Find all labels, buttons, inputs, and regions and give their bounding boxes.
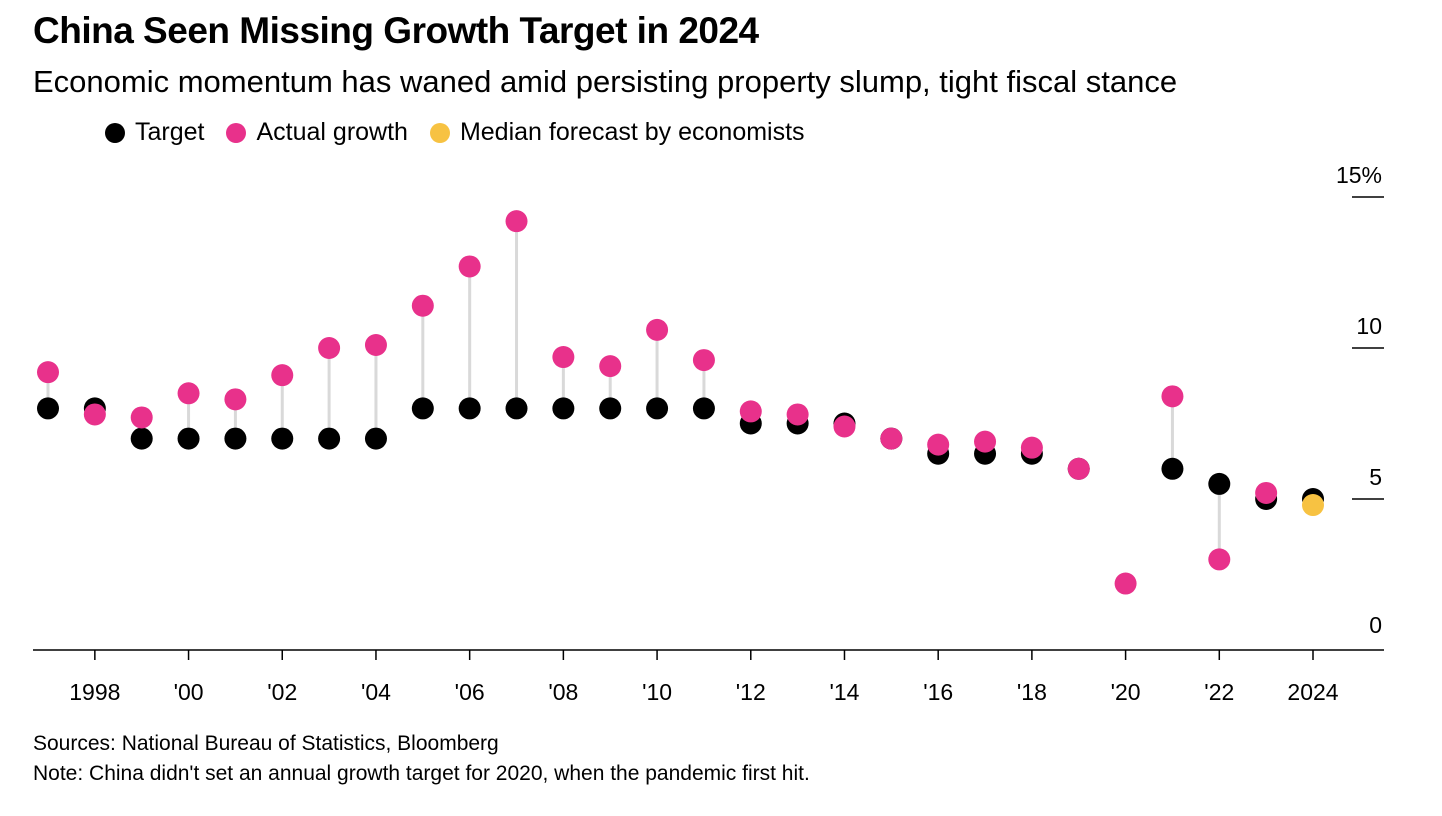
legend-item-target: Target (105, 118, 204, 147)
actual-growth-point (880, 427, 903, 450)
legend-swatch-target (105, 122, 125, 143)
x-tick-label: '10 (642, 679, 672, 705)
actual-growth-point (1067, 457, 1090, 480)
actual-growth-point (739, 400, 762, 423)
target-point (364, 427, 387, 450)
actual-growth-point (974, 430, 997, 453)
actual-growth-point (1161, 385, 1184, 408)
actual-growth-point (364, 333, 387, 356)
target-point (458, 397, 481, 420)
actual-growth-point (505, 210, 528, 233)
source-note: Sources: National Bureau of Statistics, … (33, 732, 499, 755)
actual-growth-point (130, 406, 153, 429)
target-point (1208, 472, 1231, 495)
actual-growth-point (458, 255, 481, 278)
legend-label-forecast: Median forecast by economists (459, 118, 805, 146)
x-tick-label: 1998 (69, 679, 120, 705)
actual-growth-point (1114, 572, 1137, 595)
target-point (552, 397, 575, 420)
actual-growth-point (177, 382, 200, 405)
x-tick-label: '18 (1017, 679, 1047, 705)
legend: Target Actual growth Median forecast by … (105, 118, 827, 147)
actual-growth-point (786, 403, 809, 426)
x-tick-label: '12 (736, 679, 766, 705)
legend-label-target: Target (135, 118, 205, 146)
actual-growth-point (927, 433, 950, 456)
x-tick-label: '00 (174, 679, 204, 705)
legend-item-forecast: Median forecast by economists (429, 118, 805, 147)
actual-growth-point (37, 361, 59, 384)
target-point (224, 427, 247, 450)
actual-growth-point (833, 415, 856, 438)
x-tick-label: '14 (829, 679, 859, 705)
actual-growth-point (1020, 436, 1043, 459)
target-point (271, 427, 294, 450)
actual-growth-point (224, 388, 247, 411)
x-tick-label: '22 (1204, 679, 1234, 705)
legend-swatch-forecast (429, 122, 450, 143)
target-point (37, 397, 59, 420)
target-point (599, 397, 622, 420)
x-tick-label: 2024 (1287, 679, 1338, 705)
target-point (318, 427, 341, 450)
y-tick-label: 5 (1369, 464, 1382, 490)
y-tick-label: 10 (1356, 313, 1382, 339)
actual-growth-point (646, 318, 669, 341)
x-tick-label: '02 (267, 679, 297, 705)
y-tick-label: 15% (1336, 162, 1382, 188)
actual-growth-point (1208, 548, 1231, 571)
legend-item-actual: Actual growth (226, 118, 408, 147)
footnote: Note: China didn't set an annual growth … (33, 762, 810, 785)
target-point (177, 427, 200, 450)
y-tick-label: 0 (1369, 612, 1382, 638)
actual-growth-point (1255, 481, 1278, 504)
actual-growth-point (318, 337, 341, 359)
x-tick-label: '04 (361, 679, 391, 705)
x-tick-label: '08 (548, 679, 578, 705)
actual-growth-point (271, 364, 294, 387)
x-tick-label: '16 (923, 679, 953, 705)
target-point (692, 397, 715, 420)
actual-growth-point (83, 403, 106, 426)
target-point (130, 427, 153, 450)
x-tick-label: '20 (1111, 679, 1141, 705)
actual-growth-point (552, 346, 575, 369)
target-point (1161, 457, 1184, 480)
legend-label-actual: Actual growth (256, 118, 408, 146)
target-point (411, 397, 434, 420)
forecast-point (1302, 494, 1324, 517)
target-point (646, 397, 669, 420)
actual-growth-point (411, 294, 434, 317)
target-point (505, 397, 528, 420)
legend-swatch-actual (226, 122, 247, 143)
actual-growth-point (692, 349, 715, 372)
x-tick-label: '06 (455, 679, 485, 705)
chart-subtitle: Economic momentum has waned amid persist… (33, 64, 1178, 99)
chart-title: China Seen Missing Growth Target in 2024 (33, 10, 759, 51)
chart-plot: 0 5 10 15% 1998 '00 '02 '04 '06 '08 '10 '12 '14 '16 '1… (33, 162, 1384, 705)
actual-growth-point (599, 355, 622, 378)
